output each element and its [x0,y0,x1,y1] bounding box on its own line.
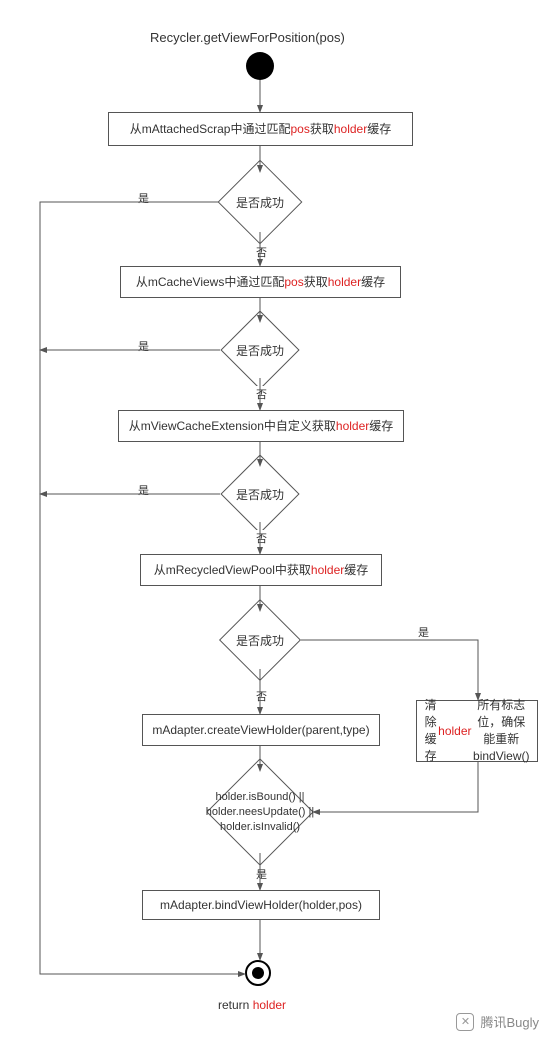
process-r7: mAdapter.bindViewHolder(holder,pos) [142,890,380,920]
edge-label-d4_yes: 是 [416,624,431,640]
start-node [246,52,274,80]
watermark-text: 腾讯Bugly [480,1012,539,1031]
wechat-icon: ✕ [456,1013,474,1031]
edge-label-d2_yes: 是 [136,338,151,354]
edge-label-d4_no: 否 [254,688,269,704]
end-node [245,960,271,986]
process-r2: 从mCacheViews中通过匹配 pos 获取 holder 缓存 [120,266,401,298]
process-r5: mAdapter.createViewHolder(parent,type) [142,714,380,746]
edge-label-d3_no: 否 [254,530,269,546]
edge-label-d1_no: 否 [254,244,269,260]
decision-d2 [220,310,299,389]
return-label: return holder [218,998,286,1012]
watermark: ✕ 腾讯Bugly [456,1012,539,1031]
edge-label-d2_no: 否 [254,386,269,402]
edge-label-d5_yes: 是 [254,866,269,882]
process-r3: 从mViewCacheExtension中自定义获取holder 缓存 [118,410,404,442]
process-r1: 从mAttachedScrap中通过匹配 pos 获取 holder 缓存 [108,112,413,146]
edge-label-d3_yes: 是 [136,482,151,498]
edge-label-d1_yes: 是 [136,190,151,206]
decision-d1 [218,160,303,245]
decision-d3 [220,454,299,533]
decision-d5 [206,758,313,865]
flow-edges [0,0,551,1041]
flow-title: Recycler.getViewForPosition(pos) [150,30,345,45]
process-r4: 从mRecycledViewPool中获取 holder 缓存 [140,554,382,586]
decision-d4 [219,599,301,681]
process-r6: 清除缓存holder所有标志位，确保能重新bindView() [416,700,538,762]
